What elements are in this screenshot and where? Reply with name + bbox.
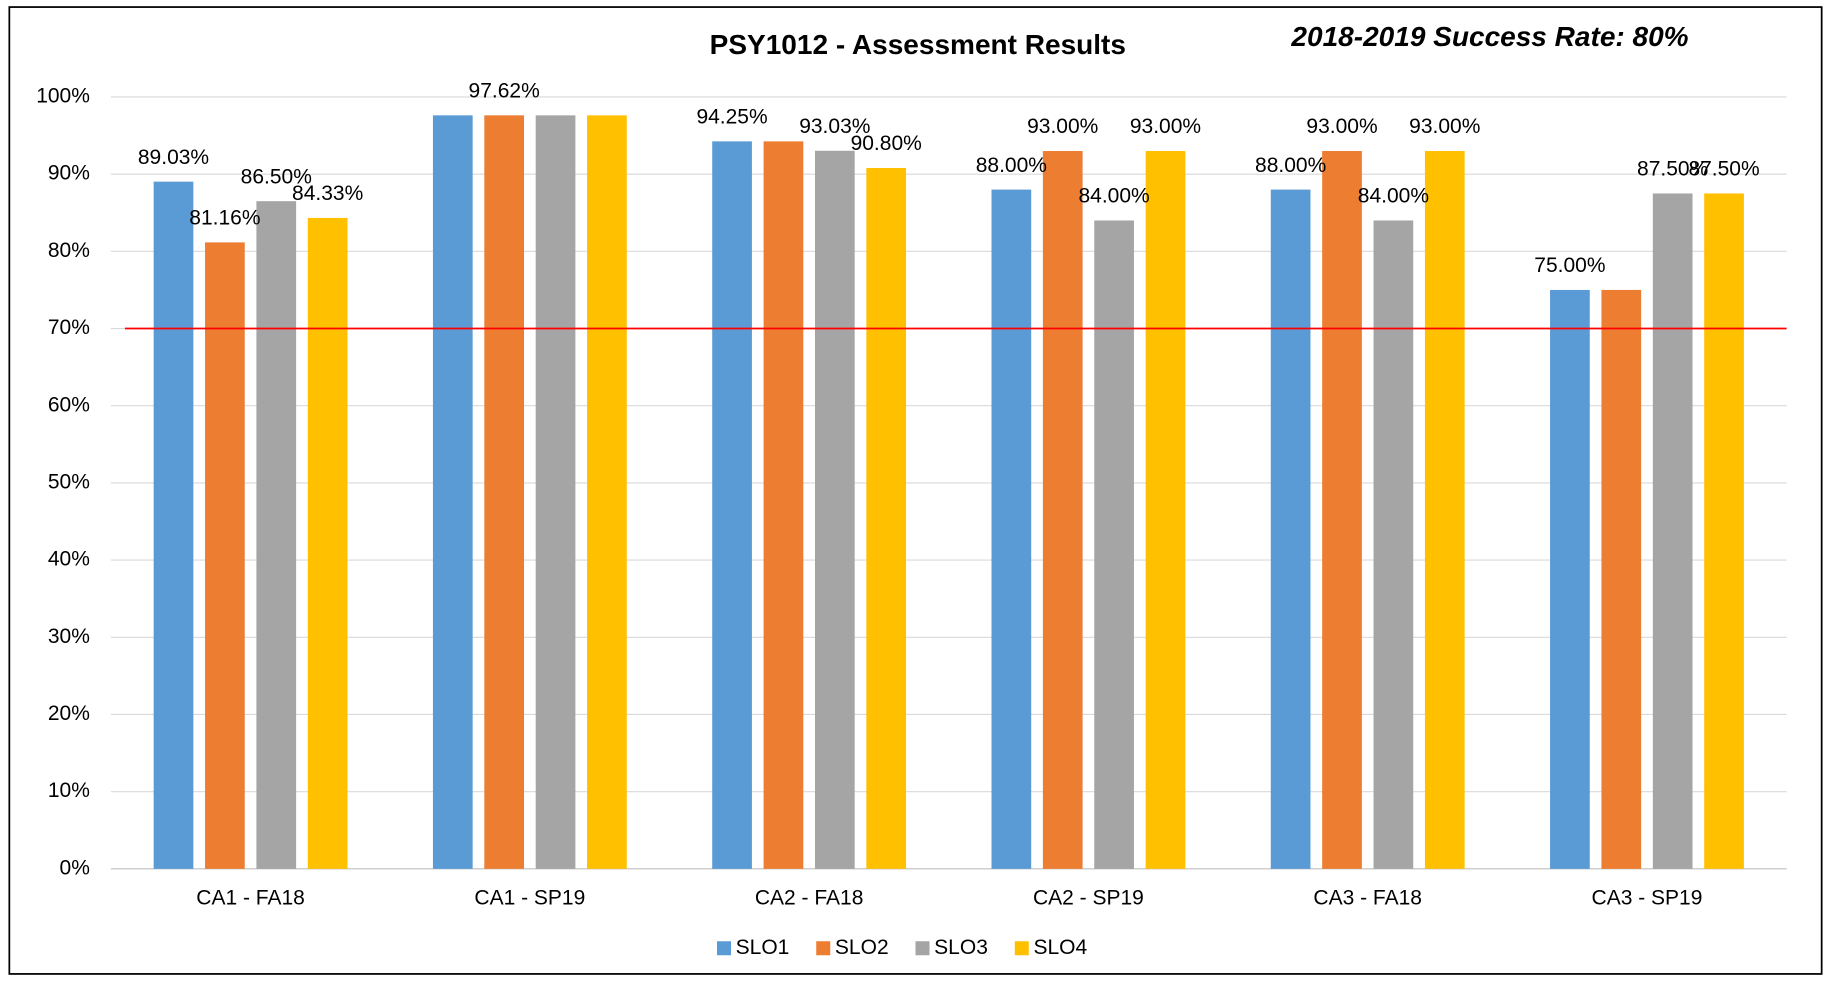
y-tick-label: 20% — [48, 702, 90, 725]
bar — [1322, 151, 1362, 869]
data-label: 97.62% — [469, 80, 540, 103]
bar — [1652, 193, 1693, 869]
bar — [1373, 220, 1414, 869]
y-tick-label: 80% — [48, 239, 90, 262]
data-label: 90.80% — [851, 132, 922, 155]
bar — [153, 181, 194, 869]
data-label: 84.00% — [1078, 185, 1149, 208]
data-label: 75.00% — [1534, 254, 1605, 277]
annotation: 2018-2019 Success Rate: 80% — [1290, 21, 1688, 52]
data-label: 81.16% — [189, 207, 260, 230]
y-tick-label: 60% — [48, 393, 90, 416]
bar — [484, 115, 525, 869]
bar — [205, 242, 245, 869]
bar — [1042, 151, 1083, 869]
y-tick-label: 30% — [48, 625, 90, 648]
legend-swatch — [816, 941, 831, 956]
bar — [432, 115, 473, 869]
bar — [763, 141, 804, 869]
bar — [1601, 289, 1642, 869]
y-tick-label: 100% — [36, 85, 90, 108]
bar — [1704, 193, 1744, 869]
data-label: 88.00% — [1255, 154, 1326, 177]
bar — [1094, 220, 1134, 869]
bar — [866, 167, 907, 869]
chart-title: PSY1012 - Assessment Results — [710, 29, 1126, 60]
legend-label: SLO3 — [934, 936, 988, 959]
bar — [991, 189, 1032, 869]
data-label: 94.25% — [696, 106, 767, 129]
legend-label: SLO2 — [835, 936, 889, 959]
data-label: 88.00% — [976, 154, 1047, 177]
x-tick-label: CA2 - SP19 — [1033, 887, 1144, 910]
x-tick-label: CA3 - SP19 — [1592, 887, 1703, 910]
data-label: 87.50% — [1637, 158, 1708, 181]
y-tick-label: 50% — [48, 470, 90, 493]
x-tick-label: CA3 - FA18 — [1313, 887, 1422, 910]
y-tick-label: 70% — [48, 316, 90, 339]
data-label: 93.03% — [799, 115, 870, 138]
data-label: 93.00% — [1306, 115, 1377, 138]
legend-swatch — [716, 941, 731, 956]
legend-label: SLO4 — [1033, 936, 1087, 959]
bar — [1145, 151, 1186, 869]
y-tick-label: 90% — [48, 162, 90, 185]
data-label: 93.00% — [1130, 115, 1201, 138]
y-tick-label: 10% — [48, 779, 90, 802]
bar — [1550, 289, 1590, 869]
y-tick-label: 0% — [60, 856, 90, 879]
legend-swatch — [915, 941, 930, 956]
data-label: 87.50% — [1688, 158, 1759, 181]
bar — [535, 115, 576, 869]
data-label: 86.50% — [241, 165, 312, 188]
data-label: 93.00% — [1027, 115, 1098, 138]
data-label: 84.33% — [292, 182, 363, 205]
y-tick-label: 40% — [48, 548, 90, 571]
legend-swatch — [1014, 941, 1029, 956]
x-tick-label: CA1 - SP19 — [474, 887, 585, 910]
bar — [1270, 189, 1311, 869]
data-label: 89.03% — [138, 146, 209, 169]
bar — [712, 141, 752, 869]
bar — [1424, 151, 1465, 869]
bar — [256, 201, 297, 869]
data-label: 93.00% — [1409, 115, 1480, 138]
x-tick-label: CA1 - FA18 — [196, 887, 305, 910]
data-label: 84.00% — [1358, 185, 1429, 208]
bar — [587, 115, 627, 869]
legend-label: SLO1 — [736, 936, 790, 959]
bar — [307, 217, 348, 869]
bar — [814, 150, 855, 869]
x-tick-label: CA2 - FA18 — [755, 887, 864, 910]
